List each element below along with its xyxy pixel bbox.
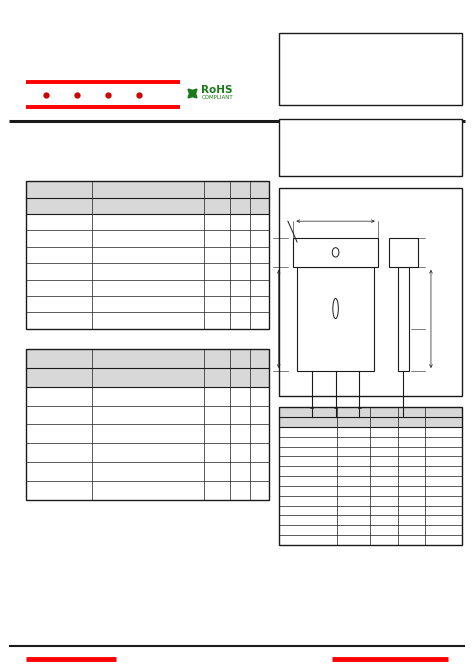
Bar — [279, 33, 462, 105]
Bar — [279, 119, 462, 176]
Bar — [398, 267, 409, 371]
Circle shape — [332, 248, 339, 257]
Bar — [26, 349, 269, 500]
Bar — [279, 407, 462, 417]
Bar — [279, 407, 462, 545]
Bar — [26, 181, 269, 197]
Bar — [279, 188, 462, 396]
Ellipse shape — [333, 299, 338, 319]
Bar — [26, 181, 269, 329]
Bar — [389, 238, 418, 267]
Text: RoHS: RoHS — [201, 85, 233, 95]
Text: COMPLIANT: COMPLIANT — [201, 95, 233, 101]
Bar — [26, 349, 269, 368]
Bar — [293, 238, 378, 267]
Bar — [26, 197, 269, 214]
Bar — [279, 417, 462, 427]
Bar — [26, 368, 269, 386]
Bar — [297, 267, 374, 371]
